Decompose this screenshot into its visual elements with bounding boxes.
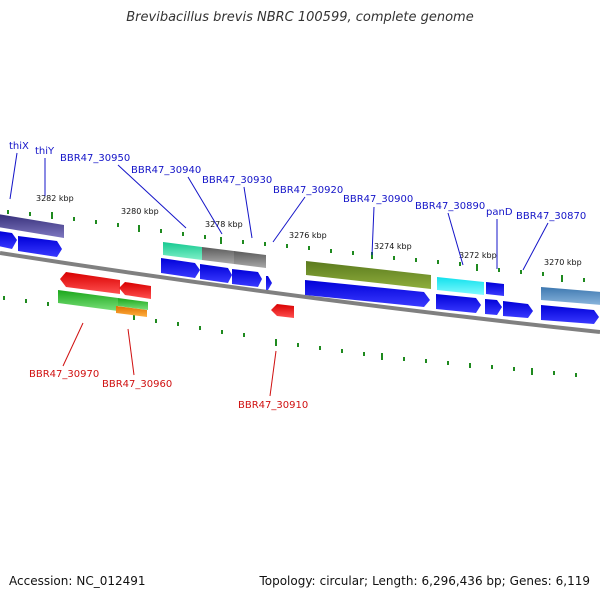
genome-title: Brevibacillus brevis NBRC 100599, comple… [126, 10, 474, 25]
feature-bar-BBR47_30950[interactable] [163, 242, 202, 260]
topology-label: Topology: [259, 574, 316, 588]
gene-label-BBR47_30960[interactable]: BBR47_30960 [102, 379, 172, 390]
gene-label-thiX[interactable]: thiX [9, 141, 29, 152]
genome-stats: Topology: circular; Length: 6,296,436 bp; Ge… [259, 574, 590, 588]
gene-label-panD[interactable]: panD [486, 207, 513, 218]
forward-cds-row [0, 231, 599, 324]
inner-scale-ticks [3, 296, 577, 377]
feature-bar-BBR47_30940[interactable] [202, 247, 234, 264]
forward-feature-row [0, 214, 600, 305]
accession-info: Accession: NC_012491 [9, 574, 146, 588]
scale-label: 3274 kbp [374, 242, 412, 251]
cds-arrow-BBR47_30910[interactable] [271, 304, 294, 318]
scale-label: 3272 kbp [459, 251, 497, 260]
cds-arrow-BBR47_30940[interactable] [200, 264, 232, 283]
scale-label: 3270 kbp [544, 258, 582, 267]
length-label: Length: [372, 574, 418, 588]
gene-label-BBR47_30970[interactable]: BBR47_30970 [29, 369, 99, 380]
cds-arrow-BBR47_30950[interactable] [161, 258, 200, 278]
accession-value: NC_012491 [76, 574, 146, 588]
feature-bar-BBR47_30960[interactable] [118, 298, 148, 310]
scale-label: 3282 kbp [36, 194, 74, 203]
gene-label-BBR47_30940[interactable]: BBR47_30940 [131, 165, 201, 176]
cds-arrow-thiX[interactable] [0, 231, 17, 249]
accession-label: Accession: [9, 574, 73, 588]
cds-arrow-BBR47_30900[interactable] [305, 280, 430, 307]
gene-label-BBR47_30920[interactable]: BBR47_30920 [273, 185, 343, 196]
cds-arrow-BBR47_30920[interactable] [266, 276, 272, 290]
length-value: 6,296,436 bp; [421, 574, 506, 588]
cds-arrow-panD[interactable] [486, 282, 504, 296]
genes-label: Genes: [509, 574, 552, 588]
reverse-feature-row [58, 272, 294, 318]
feature-bar-BBR47_30930[interactable] [234, 251, 266, 268]
gene-label-BBR47_30950[interactable]: BBR47_30950 [60, 153, 130, 164]
label-leaders-forward [9, 152, 549, 271]
gene-label-BBR47_30900[interactable]: BBR47_30900 [343, 194, 413, 205]
cds-arrow-BBR47_30880[interactable] [485, 299, 502, 315]
feature-bar-BBR47_30960-orange[interactable] [116, 306, 147, 317]
topology-value: circular; [319, 574, 369, 588]
gene-label-thiY[interactable]: thiY [35, 146, 55, 157]
scale-label: 3276 kbp [289, 231, 327, 240]
gene-label-BBR47_30930[interactable]: BBR47_30930 [202, 175, 272, 186]
feature-bar-BBR47_30870[interactable] [541, 287, 600, 305]
cds-arrow-thiY[interactable] [18, 236, 62, 257]
gene-label-BBR47_30870[interactable]: BBR47_30870 [516, 211, 586, 222]
cds-arrow-BBR47_30965[interactable] [119, 282, 151, 299]
feature-bar-BBR47_30890[interactable] [437, 277, 484, 295]
gene-label-BBR47_30890[interactable]: BBR47_30890 [415, 201, 485, 212]
cds-arrow-BBR47_30870[interactable] [541, 305, 599, 324]
feature-bar-thiX[interactable] [0, 214, 64, 238]
cds-arrow-BBR47_30930[interactable] [232, 269, 262, 287]
cds-arrow-BBR47_30970[interactable] [60, 272, 120, 294]
cds-arrow-BBR47_30875[interactable] [503, 301, 533, 318]
feature-bar-BBR47_30970[interactable] [58, 290, 118, 311]
scale-label: 3278 kbp [205, 220, 243, 229]
cds-arrow-BBR47_30890[interactable] [436, 294, 481, 313]
outer-scale-ticks [7, 210, 585, 282]
scale-label: 3280 kbp [121, 207, 159, 216]
feature-bar-BBR47_30900[interactable] [306, 261, 431, 289]
genes-value: 6,119 [555, 574, 590, 588]
label-leaders-reverse [62, 322, 277, 397]
gene-label-BBR47_30910[interactable]: BBR47_30910 [238, 400, 308, 411]
genome-backbone [0, 251, 600, 334]
